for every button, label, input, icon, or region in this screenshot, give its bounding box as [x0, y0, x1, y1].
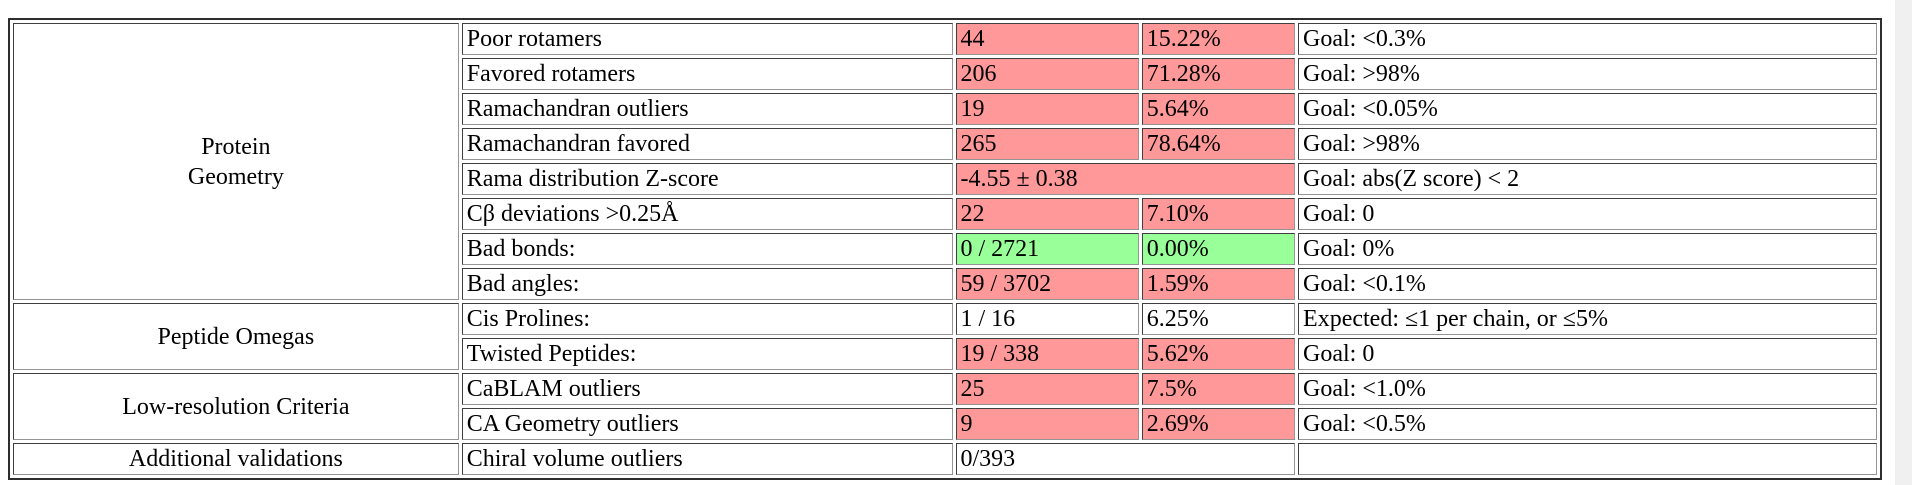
criterion-cell: Ramachandran favored — [461, 128, 953, 160]
table-row: Bad angles: 59 / 3702 1.59% Goal: <0.1% — [13, 268, 1877, 300]
criterion-cell: Twisted Peptides: — [461, 338, 953, 370]
criterion-cell: Cis Prolines: — [461, 303, 953, 335]
percent-cell: 2.69% — [1141, 408, 1296, 440]
table-row: Ramachandran favored 265 78.64% Goal: >9… — [13, 128, 1877, 160]
count-cell: 9 — [955, 408, 1139, 440]
group-label-cell: Protein Geometry — [13, 23, 459, 300]
goal-cell: Goal: >98% — [1298, 58, 1877, 90]
group-label-cell: Additional validations — [13, 443, 459, 475]
criterion-cell: CA Geometry outliers — [461, 408, 953, 440]
percent-cell: 7.10% — [1141, 198, 1296, 230]
percent-cell: 71.28% — [1141, 58, 1296, 90]
count-cell: 25 — [955, 373, 1139, 405]
table-row: Favored rotamers 206 71.28% Goal: >98% — [13, 58, 1877, 90]
count-cell: 1 / 16 — [955, 303, 1139, 335]
table-row: Cβ deviations >0.25Å 22 7.10% Goal: 0 — [13, 198, 1877, 230]
vertical-scrollbar-track[interactable] — [1895, 0, 1912, 485]
goal-cell: Goal: 0 — [1298, 338, 1877, 370]
count-cell: 59 / 3702 — [955, 268, 1139, 300]
goal-cell: Goal: <0.1% — [1298, 268, 1877, 300]
group-label-cell: Peptide Omegas — [13, 303, 459, 370]
footnote-text: In the two-column results, the left colu… — [8, 481, 1912, 485]
count-cell: 19 — [955, 93, 1139, 125]
criterion-cell: Bad bonds: — [461, 233, 953, 265]
count-cell: 19 / 338 — [955, 338, 1139, 370]
count-cell: 44 — [955, 23, 1139, 55]
percent-cell: 7.5% — [1141, 373, 1296, 405]
table-row: Rama distribution Z-score -4.55 ± 0.38 G… — [13, 163, 1877, 195]
percent-cell: 5.62% — [1141, 338, 1296, 370]
table-row: Bad bonds: 0 / 2721 0.00% Goal: 0% — [13, 233, 1877, 265]
count-cell: -4.55 ± 0.38 — [955, 163, 1296, 195]
table-row: Low-resolution Criteria CaBLAM outliers … — [13, 373, 1877, 440]
goal-cell: Goal: >98% — [1298, 128, 1877, 160]
criterion-cell: Favored rotamers — [461, 58, 953, 90]
count-cell: 265 — [955, 128, 1139, 160]
criterion-cell: Bad angles: — [461, 268, 953, 300]
percent-cell: 5.64% — [1141, 93, 1296, 125]
goal-cell: Goal: <1.0% — [1298, 373, 1877, 405]
criterion-cell: Ramachandran outliers — [461, 93, 953, 125]
validation-summary-table: Protein Geometry Poor rotamers 44 15.22%… — [8, 18, 1882, 480]
count-cell: 206 — [955, 58, 1139, 90]
count-cell: 0 / 2721 — [955, 233, 1139, 265]
percent-cell: 0.00% — [1141, 233, 1296, 265]
table-row: CA Geometry outliers 9 2.69% Goal: <0.5% — [13, 408, 1877, 440]
count-cell: 0/393 — [955, 443, 1296, 475]
goal-cell: Goal: <0.5% — [1298, 408, 1877, 440]
group-label-cell: Low-resolution Criteria — [13, 373, 459, 440]
criterion-cell: Cβ deviations >0.25Å — [461, 198, 953, 230]
criterion-cell: Rama distribution Z-score — [461, 163, 953, 195]
goal-cell: Goal: abs(Z score) < 2 — [1298, 163, 1877, 195]
table-row: Additional validations Chiral volume out… — [13, 443, 1877, 475]
table-row: Protein Geometry Poor rotamers 44 15.22%… — [13, 23, 1877, 300]
criterion-cell: Chiral volume outliers — [461, 443, 953, 475]
criterion-cell: CaBLAM outliers — [461, 373, 953, 405]
percent-cell: 78.64% — [1141, 128, 1296, 160]
goal-cell: Goal: 0 — [1298, 198, 1877, 230]
goal-cell: Goal: 0% — [1298, 233, 1877, 265]
criterion-cell: Poor rotamers — [461, 23, 953, 55]
count-cell: 22 — [955, 198, 1139, 230]
table-row: Twisted Peptides: 19 / 338 5.62% Goal: 0 — [13, 338, 1877, 370]
goal-cell: Expected: ≤1 per chain, or ≤5% — [1298, 303, 1877, 335]
percent-cell: 1.59% — [1141, 268, 1296, 300]
percent-cell: 15.22% — [1141, 23, 1296, 55]
goal-cell: Goal: <0.3% — [1298, 23, 1877, 55]
goal-cell — [1298, 443, 1877, 475]
percent-cell: 6.25% — [1141, 303, 1296, 335]
goal-cell: Goal: <0.05% — [1298, 93, 1877, 125]
table-row: Ramachandran outliers 19 5.64% Goal: <0.… — [13, 93, 1877, 125]
table-row: Peptide Omegas Cis Prolines: 1 / 16 6.25… — [13, 303, 1877, 370]
